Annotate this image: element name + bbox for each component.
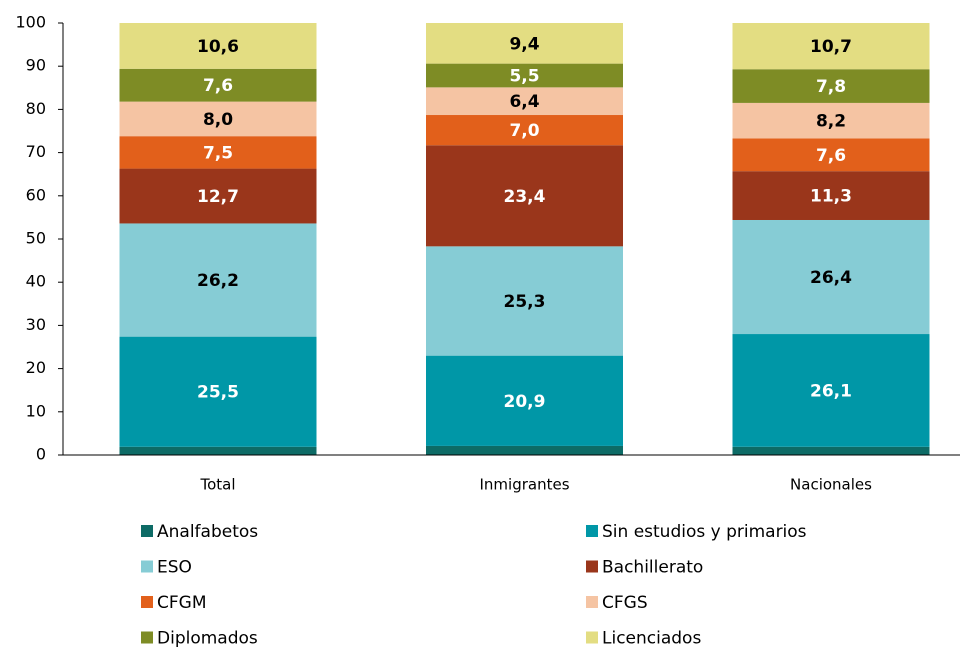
data-label: 23,4 [504,187,546,207]
bar-segment [426,145,623,247]
legend-label: ESO [157,558,192,578]
bar-segment [119,23,317,69]
legend-swatch [586,560,598,573]
legend-label: Bachillerato [602,558,703,578]
data-label: 10,7 [810,37,852,57]
legend-swatch [141,631,153,644]
y-tick-label: 100 [15,13,46,32]
data-label: 12,7 [197,187,239,207]
bar-segment [426,115,623,146]
legend-label: Sin estudios y primarios [602,522,807,542]
data-label: 26,1 [810,381,852,401]
x-tick-label: Nacionales [790,476,872,494]
y-tick-label: 0 [36,445,46,464]
data-label: 26,4 [810,268,852,288]
legend-label: Licenciados [602,629,701,649]
data-label: 10,6 [197,37,239,57]
data-label: 7,8 [816,77,846,97]
y-tick-label: 40 [26,272,46,291]
bar-segment [426,63,623,88]
legend-swatch [141,525,153,537]
bar-segment [426,246,623,356]
bar-segment [119,68,317,102]
y-tick-label: 20 [26,358,46,377]
data-label: 25,5 [197,383,239,403]
y-tick-label: 80 [26,99,46,118]
bar-segment [119,136,317,169]
data-label: 11,3 [810,187,852,207]
y-tick-label: 70 [26,142,46,161]
legend-swatch [141,596,153,608]
legend-label: Analfabetos [157,522,258,542]
data-label: 26,2 [197,271,239,291]
y-tick-label: 50 [26,229,46,248]
legend-label: CFGM [157,593,207,613]
bar-segment [732,23,930,70]
data-label: 25,3 [504,292,546,312]
data-label: 5,5 [509,66,539,86]
data-label: 9,4 [509,34,539,54]
y-tick-label: 10 [26,401,46,420]
bar-segment [119,446,317,455]
bar-segment [426,355,623,446]
data-label: 8,0 [203,110,233,130]
bar-segment [119,101,317,137]
data-label: 7,6 [203,76,233,96]
legend-swatch [586,631,598,644]
bar-segment [732,102,930,139]
bar-segment [426,23,623,64]
legend-swatch [586,525,598,537]
y-tick-label: 60 [26,185,46,204]
data-label: 7,6 [816,146,846,166]
bar-segment [732,334,930,447]
x-tick-label: Total [199,476,235,494]
bar-segment [119,336,317,447]
legend-swatch [586,596,598,608]
y-tick-label: 90 [26,56,46,75]
bar-segment [732,219,930,335]
legend-label: Diplomados [157,629,258,649]
bar-segment [119,223,317,337]
bar-segment [426,445,623,455]
bar-segment [119,168,317,224]
data-label: 8,2 [816,112,846,132]
data-label: 6,4 [509,92,539,112]
data-label: 7,5 [203,143,233,163]
data-label: 20,9 [504,392,546,412]
bar-segment [732,171,930,220]
bar-segment [426,87,623,116]
data-label: 7,0 [509,121,539,141]
legend-label: CFGS [602,593,648,613]
bar-segment [732,138,930,172]
bar-segment [732,69,930,103]
y-tick-label: 30 [26,315,46,334]
legend-swatch [141,560,153,573]
bar-segment [732,446,930,455]
x-tick-label: Inmigrantes [479,476,569,494]
